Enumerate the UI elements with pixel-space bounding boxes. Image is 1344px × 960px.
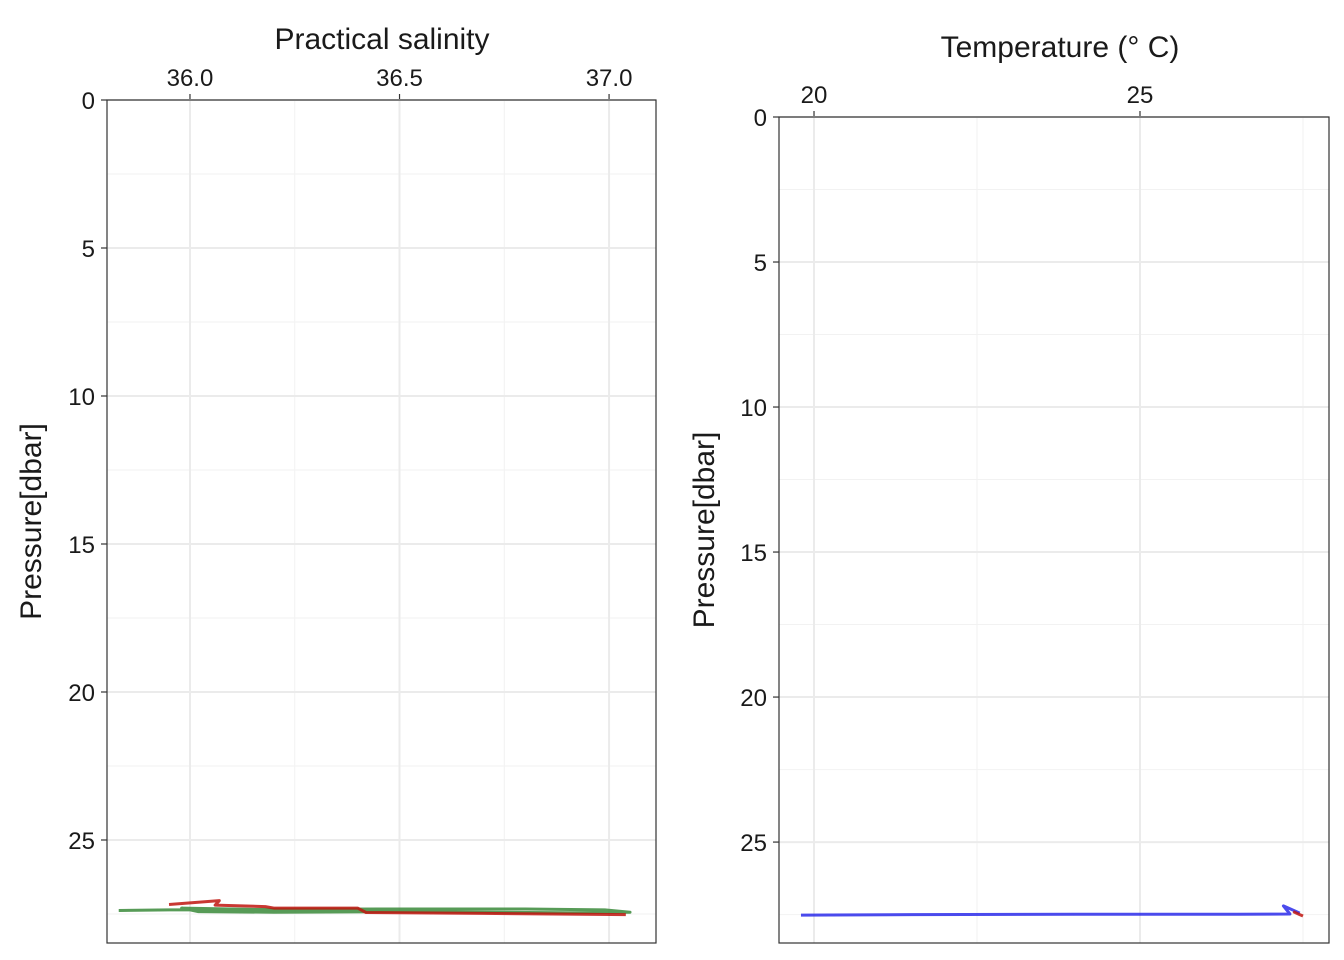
y-tick-label: 0: [82, 88, 95, 115]
y-tick-label: 0: [754, 105, 767, 132]
y-tick-label: 10: [740, 395, 767, 422]
x-tick-label: 36.5: [376, 65, 423, 92]
y-tick-label: 15: [740, 540, 767, 567]
plot-frame: [106, 99, 657, 944]
x-tick-label: 36.0: [167, 65, 214, 92]
x-axis-title: Practical salinity: [274, 23, 489, 56]
y-tick-label: 5: [82, 236, 95, 263]
x-axis-title: Temperature (° C): [941, 31, 1180, 64]
y-tick-label: 20: [740, 685, 767, 712]
data-line: [1292, 910, 1304, 918]
plot-frame: [778, 116, 1330, 944]
y-axis-title: Pressure[dbar]: [688, 432, 721, 629]
plot-background: [107, 100, 656, 943]
data-line: [800, 904, 1301, 917]
x-tick-label: 37.0: [586, 65, 633, 92]
y-tick-label: 25: [68, 828, 95, 855]
y-tick-label: 15: [68, 532, 95, 559]
plot-background: [779, 117, 1329, 943]
x-tick-label: 25: [1127, 82, 1154, 109]
y-tick-label: 5: [754, 250, 767, 277]
y-tick-label: 25: [740, 830, 767, 857]
x-tick-label: 20: [801, 82, 828, 109]
y-tick-label: 10: [68, 384, 95, 411]
y-axis-title: Pressure[dbar]: [15, 423, 48, 620]
data-line: [168, 899, 626, 917]
y-tick-label: 20: [68, 680, 95, 707]
